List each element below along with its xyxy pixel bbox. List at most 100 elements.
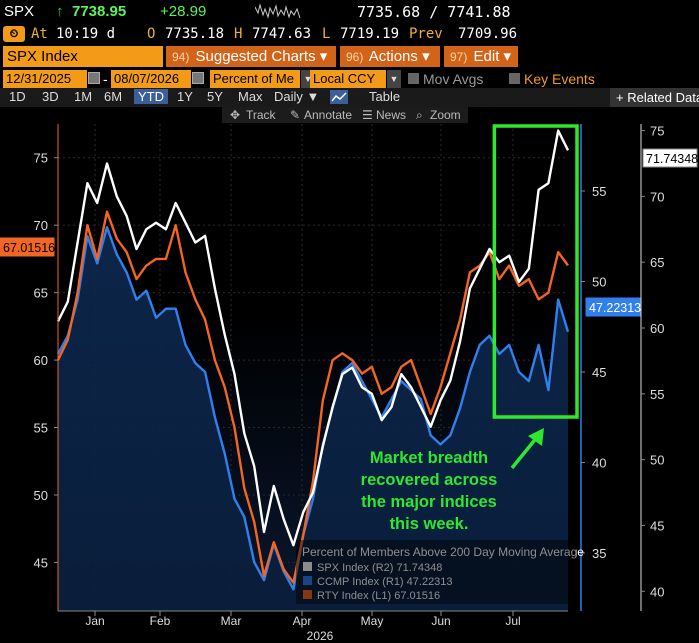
period-1y[interactable]: 1Y <box>177 89 193 104</box>
legend-panel <box>296 540 576 604</box>
quote-header: SPX ↑ 7738.95 +28.99 7735.68 / 7741.88 <box>0 0 699 24</box>
ccmp-last-value-box <box>585 297 641 317</box>
line-chart-icon[interactable] <box>330 90 348 104</box>
sparkline-icon <box>255 3 301 19</box>
related-data-button[interactable]: + Related Data <box>610 88 699 107</box>
r2-tick-label: 50 <box>650 453 664 468</box>
mode-select[interactable]: Percent of Me <box>210 70 300 88</box>
r2-tick-label: 55 <box>650 387 664 402</box>
period-3d[interactable]: 3D <box>42 89 59 104</box>
clock-icon[interactable]: ⏲ <box>3 26 25 42</box>
range-controls: 12/31/2025 - 08/07/2026 Percent of Me ▼ … <box>0 69 699 89</box>
annotation-arrow <box>510 434 540 470</box>
ccmp-area <box>58 227 568 611</box>
mov-avgs-label: Mov Avgs <box>423 71 484 87</box>
high-label: H <box>234 26 243 42</box>
menu-number: 94) <box>172 50 190 64</box>
news-icon[interactable]: ☰ <box>362 108 373 122</box>
news-button[interactable]: News <box>376 108 407 122</box>
period-5y[interactable]: 5Y <box>207 89 223 104</box>
security-field[interactable]: SPX Index <box>3 46 163 67</box>
key-events-checkbox[interactable] <box>509 73 520 84</box>
legend: Percent of Members Above 200 Day Moving … <box>302 545 584 602</box>
ccmp-last-value: 47.22313 <box>589 301 641 315</box>
period-tabs: 1D 3D 1M 6M YTD 1Y 5Y Max Daily ▼ Table <box>0 88 699 107</box>
period-6m[interactable]: 6M <box>104 89 123 104</box>
menu-label: Actions <box>368 48 418 65</box>
menu-label: Suggested Charts <box>195 48 316 65</box>
period-ytd[interactable]: YTD <box>134 89 168 104</box>
left-tick-label: 75 <box>34 151 48 166</box>
ticker-symbol[interactable]: SPX <box>4 3 35 20</box>
period-1d[interactable]: 1D <box>9 89 26 104</box>
end-date-input[interactable]: 08/07/2026 <box>111 70 191 88</box>
annotation-text-line: this week. <box>390 515 469 533</box>
r2-tick-label: 60 <box>650 321 664 336</box>
track-button[interactable]: Track <box>246 108 276 122</box>
zoom-button[interactable]: Zoom <box>430 108 461 122</box>
annotate-icon[interactable]: ✎ <box>290 108 301 122</box>
overlay: 67.01516 47.22313 71.74348 Market breadth re… <box>0 124 698 602</box>
annotation-text-line: Market breadth <box>370 449 488 467</box>
low-label: L <box>322 26 331 42</box>
actions-button[interactable]: 96) Actions ▾ <box>340 46 440 67</box>
area-fill <box>58 227 568 611</box>
high-value: 7747.63 <box>252 26 312 42</box>
legend-swatch <box>303 590 312 599</box>
x-tick-label: Mar <box>221 614 242 628</box>
currency-select[interactable]: Local CCY <box>310 70 386 88</box>
r1-tick-label: 50 <box>592 275 606 290</box>
left-tick-label: 70 <box>34 218 48 233</box>
date-dash: - <box>103 71 108 87</box>
period-1m[interactable]: 1M <box>74 89 93 104</box>
period-max[interactable]: Max <box>238 89 263 104</box>
x-tick-label: Apr <box>293 614 312 628</box>
ohlc-row: ⏲ At 10:19 d O 7735.18 H 7747.63 L 7719.… <box>0 24 699 46</box>
edit-button[interactable]: 97) Edit ▾ <box>444 46 518 67</box>
series-line-spx-index <box>56 129 570 547</box>
r2-tick-label: 40 <box>650 584 664 599</box>
prev-value: 7709.96 <box>458 26 518 42</box>
r2-tick-label: 75 <box>650 124 664 139</box>
menu-label: Edit <box>473 48 500 65</box>
x-tick-label: May <box>361 614 384 628</box>
chevron-down-icon: ▾ <box>422 48 430 65</box>
net-change: +28.99 <box>160 3 207 20</box>
prev-label: Prev <box>409 26 443 42</box>
mov-avgs-checkbox[interactable] <box>408 73 419 84</box>
chevron-down-icon[interactable]: ▼ <box>387 70 401 88</box>
time-value: 10:19 d <box>56 26 116 42</box>
track-icon[interactable]: ✥ <box>230 108 241 122</box>
x-tick-label: Jun <box>431 614 450 628</box>
annotation-text-line: recovered across <box>361 471 498 489</box>
annotate-button[interactable]: Annotate <box>304 108 353 122</box>
table-button[interactable]: Table <box>369 89 401 104</box>
line-chart[interactable]: 45 50 55 60 65 70 75 35 40 45 50 55 40 45 50 55 60 65 70 75… <box>0 107 699 643</box>
x-tick-label: Jan <box>85 614 104 628</box>
up-arrow-icon: ↑ <box>56 3 64 20</box>
menu-number: 97) <box>450 50 468 64</box>
frequency-select[interactable]: Daily ▼ <box>274 89 320 104</box>
calendar-icon[interactable] <box>88 72 100 84</box>
x-tick-label: Jul <box>505 614 520 628</box>
rty-last-value-box <box>0 237 55 257</box>
highlight-box <box>492 124 579 419</box>
title-bar: SPX Index 94) Suggested Charts ▾ 96) Act… <box>0 46 699 68</box>
r1-tick-label: 35 <box>592 546 606 561</box>
menu-number: 96) <box>346 50 364 64</box>
left-tick-label: 65 <box>34 286 48 301</box>
suggested-charts-button[interactable]: 94) Suggested Charts ▾ <box>166 46 336 67</box>
calendar-icon[interactable] <box>192 72 204 84</box>
open-value: 7735.18 <box>165 26 225 42</box>
r2-tick-label: 65 <box>650 255 664 270</box>
left-tick-label: 45 <box>34 555 48 570</box>
r2-tick-label: 70 <box>650 189 664 204</box>
legend-entry: CCMP Index (R1) 47.22313 <box>317 576 453 588</box>
zoom-icon[interactable]: ⌕ <box>416 108 423 122</box>
chevron-down-icon: ▾ <box>319 48 328 65</box>
start-date-input[interactable]: 12/31/2025 <box>3 70 87 88</box>
legend-title: Percent of Members Above 200 Day Moving … <box>302 545 584 559</box>
series-lines <box>56 129 570 591</box>
annotation-arrowhead <box>528 428 544 446</box>
left-tick-label: 60 <box>34 353 48 368</box>
